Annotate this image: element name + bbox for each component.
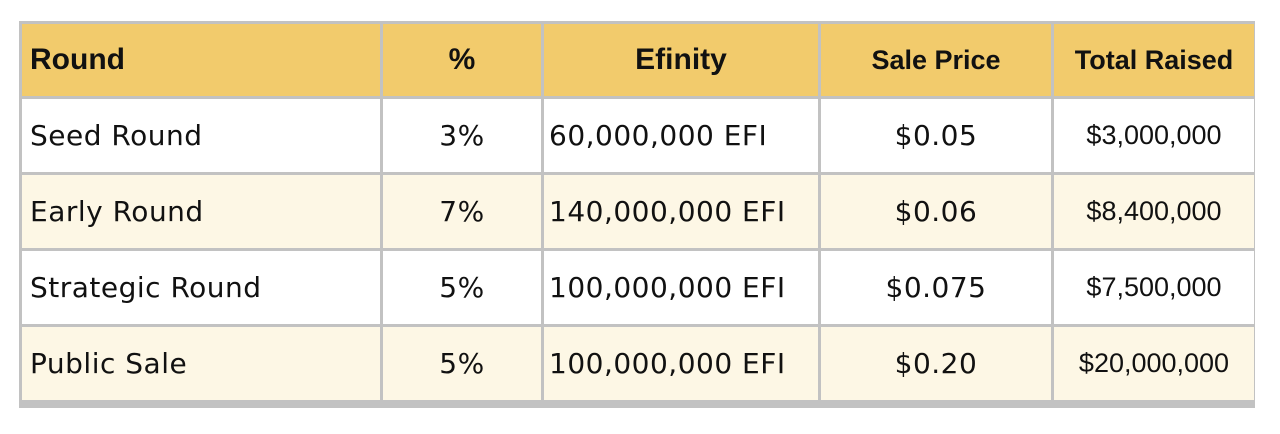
cell-total-raised: $8,400,000 xyxy=(1054,175,1254,248)
header-round: Round xyxy=(22,24,380,96)
table-header-row: Round % Efinity Sale Price Total Raised xyxy=(22,24,1254,96)
header-total-raised: Total Raised xyxy=(1054,24,1254,96)
cell-percent: 7% xyxy=(383,175,541,248)
cell-sale-price: $0.05 xyxy=(821,99,1051,172)
cell-efinity: 100,000,000 EFI xyxy=(544,327,818,400)
cell-efinity: 100,000,000 EFI xyxy=(544,251,818,324)
cell-round: Seed Round xyxy=(22,99,380,172)
token-sale-table-container: Round % Efinity Sale Price Total Raised … xyxy=(19,21,1255,408)
cell-total-raised: $7,500,000 xyxy=(1054,251,1254,324)
cell-sale-price: $0.075 xyxy=(821,251,1051,324)
cell-total-raised: $3,000,000 xyxy=(1054,99,1254,172)
cell-round: Public Sale xyxy=(22,327,380,400)
cell-sale-price: $0.06 xyxy=(821,175,1051,248)
cell-efinity: 140,000,000 EFI xyxy=(544,175,818,248)
cell-percent: 3% xyxy=(383,99,541,172)
header-efinity: Efinity xyxy=(544,24,818,96)
token-sale-table: Round % Efinity Sale Price Total Raised … xyxy=(19,21,1257,403)
cell-percent: 5% xyxy=(383,327,541,400)
cell-efinity: 60,000,000 EFI xyxy=(544,99,818,172)
cell-round: Strategic Round xyxy=(22,251,380,324)
cell-sale-price: $0.20 xyxy=(821,327,1051,400)
table-row: Early Round 7% 140,000,000 EFI $0.06 $8,… xyxy=(22,175,1254,248)
cell-percent: 5% xyxy=(383,251,541,324)
table-row: Strategic Round 5% 100,000,000 EFI $0.07… xyxy=(22,251,1254,324)
header-sale-price: Sale Price xyxy=(821,24,1051,96)
cell-round: Early Round xyxy=(22,175,380,248)
header-percent: % xyxy=(383,24,541,96)
table-row: Public Sale 5% 100,000,000 EFI $0.20 $20… xyxy=(22,327,1254,400)
table-row: Seed Round 3% 60,000,000 EFI $0.05 $3,00… xyxy=(22,99,1254,172)
cell-total-raised: $20,000,000 xyxy=(1054,327,1254,400)
